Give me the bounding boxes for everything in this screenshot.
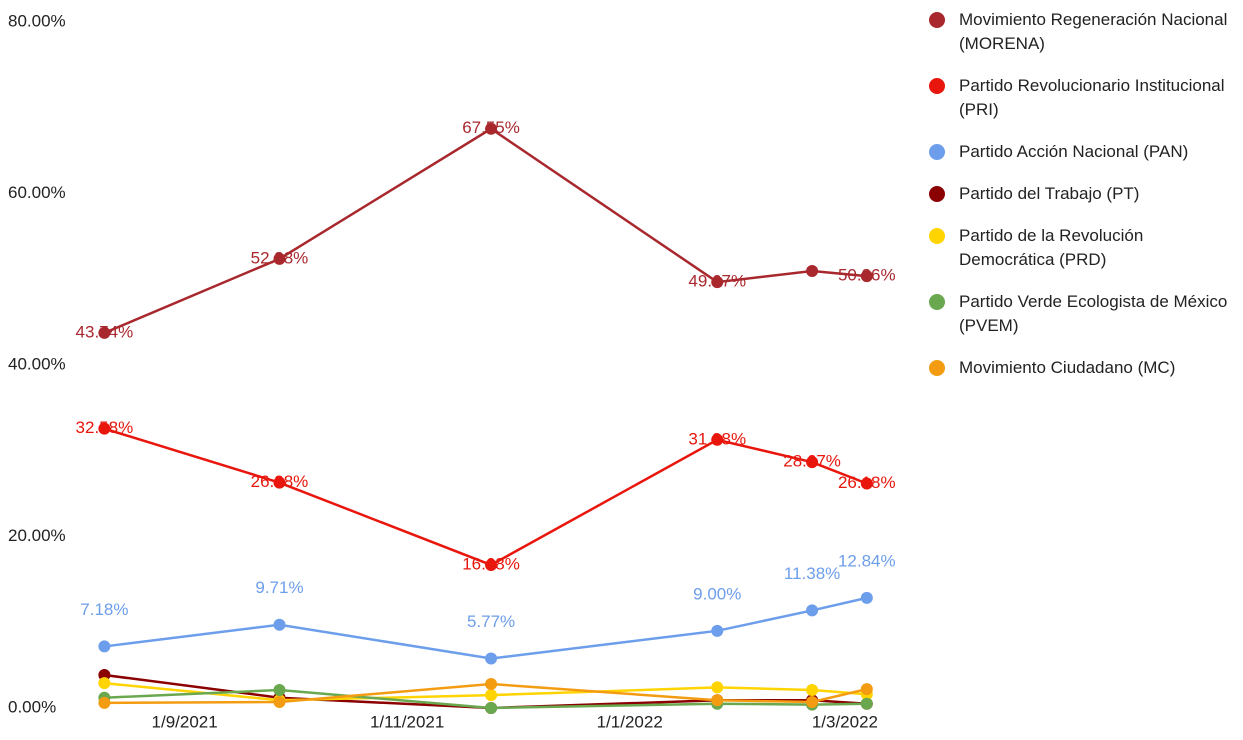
- line: [103, 127, 867, 335]
- point: [860, 591, 873, 604]
- series: [98, 677, 873, 709]
- series: 43.74% 52.38% 67.55% 49.67% 50.36%: [76, 118, 896, 341]
- point: [273, 476, 286, 489]
- legend-label: Movimiento Regeneración Nacional (MORENA…: [959, 10, 1228, 53]
- data-label: 12.84%: [838, 551, 896, 570]
- data-label: 43.74%: [76, 322, 134, 341]
- legend-label: Partido Verde Ecologista de México (PVEM…: [959, 292, 1228, 335]
- point: [273, 252, 286, 265]
- point: [860, 270, 873, 283]
- point: [485, 122, 498, 135]
- data-label: 26.28%: [251, 472, 309, 491]
- data-label: 50.36%: [838, 266, 896, 285]
- point: [806, 683, 819, 696]
- legend-item: Movimiento Regeneración Nacional (MORENA…: [925, 8, 1240, 56]
- point: [98, 422, 111, 435]
- point: [806, 456, 819, 469]
- legend-swatch: [929, 12, 945, 28]
- legend-label: Partido Revolucionario Institucional (PR…: [959, 76, 1225, 119]
- point: [485, 689, 498, 702]
- point: [860, 697, 873, 710]
- point: [806, 265, 819, 278]
- point: [711, 276, 724, 289]
- point: [273, 618, 286, 631]
- legend-item: Partido del Trabajo (PT): [925, 182, 1240, 206]
- x-tick-label: 1/1/2022: [597, 712, 663, 731]
- data-label: 7.18%: [80, 600, 128, 619]
- data-label: 49.67%: [688, 272, 746, 291]
- point: [98, 326, 111, 339]
- chart: 0.00% 20.00% 40.00% 60.00% 80.00% 1/9/2021 1/1…: [8, 11, 896, 731]
- data-label: 26.18%: [838, 473, 896, 492]
- series: 32.58% 26.28% 16.68% 31.28% 28.67% 26.18%: [76, 418, 896, 573]
- data-label: 9.71%: [255, 578, 303, 597]
- point: [711, 694, 724, 707]
- point: [273, 683, 286, 696]
- legend-swatch: [929, 360, 945, 376]
- legend: Movimiento Regeneración Nacional (MORENA…: [925, 8, 1240, 398]
- point: [711, 624, 724, 637]
- point: [485, 652, 498, 665]
- data-label: 9.00%: [693, 584, 741, 603]
- point: [98, 696, 111, 709]
- legend-swatch: [929, 186, 945, 202]
- legend-item: Partido de la Revolución Democrática (PR…: [925, 224, 1240, 272]
- y-tick-label: 80.00%: [8, 11, 66, 30]
- line: [104, 596, 868, 660]
- point: [98, 640, 111, 653]
- legend-swatch: [929, 294, 945, 310]
- line: [104, 427, 868, 567]
- series: 7.18% 9.71% 5.77% 9.00% 11.38%12.84%: [80, 551, 896, 665]
- legend-item: Movimiento Ciudadano (MC): [925, 356, 1240, 380]
- legend-swatch: [929, 78, 945, 94]
- data-label: 28.67%: [783, 452, 841, 471]
- point: [485, 702, 498, 714]
- legend-item: Partido Revolucionario Institucional (PR…: [925, 74, 1240, 122]
- line: [104, 682, 868, 705]
- point: [711, 681, 724, 694]
- point: [860, 683, 873, 696]
- point: [485, 677, 498, 690]
- data-label: 32.58%: [76, 418, 134, 437]
- y-tick-label: 20.00%: [8, 526, 66, 545]
- point: [806, 695, 819, 708]
- point: [860, 477, 873, 490]
- y-tick-label: 0.00%: [8, 697, 56, 716]
- point: [273, 695, 286, 708]
- x-tick-label: 1/3/2022: [812, 712, 878, 731]
- x-tick-label: 1/11/2021: [370, 712, 444, 731]
- point: [98, 677, 111, 690]
- data-label: 67.55%: [462, 118, 520, 137]
- point: [711, 433, 724, 446]
- legend-label: Movimiento Ciudadano (MC): [959, 358, 1176, 377]
- legend-item: Partido Verde Ecologista de México (PVEM…: [925, 290, 1240, 338]
- y-tick-label: 40.00%: [8, 354, 66, 373]
- legend-label: Partido de la Revolución Democrática (PR…: [959, 226, 1144, 269]
- data-label: 16.68%: [462, 554, 520, 573]
- legend-swatch: [929, 228, 945, 244]
- data-label: 11.38%: [784, 564, 840, 583]
- legend-swatch: [929, 144, 945, 160]
- x-tick-label: 1/9/2021: [152, 712, 218, 731]
- point: [806, 604, 819, 617]
- line: [104, 688, 867, 710]
- data-label: 52.38%: [251, 248, 309, 267]
- legend-label: Partido del Trabajo (PT): [959, 184, 1140, 203]
- y-tick-label: 60.00%: [8, 183, 66, 202]
- point: [485, 558, 498, 571]
- data-label: 31.28%: [688, 429, 746, 448]
- data-label: 5.77%: [467, 612, 515, 631]
- legend-item: Partido Acción Nacional (PAN): [925, 140, 1240, 164]
- legend-label: Partido Acción Nacional (PAN): [959, 142, 1189, 161]
